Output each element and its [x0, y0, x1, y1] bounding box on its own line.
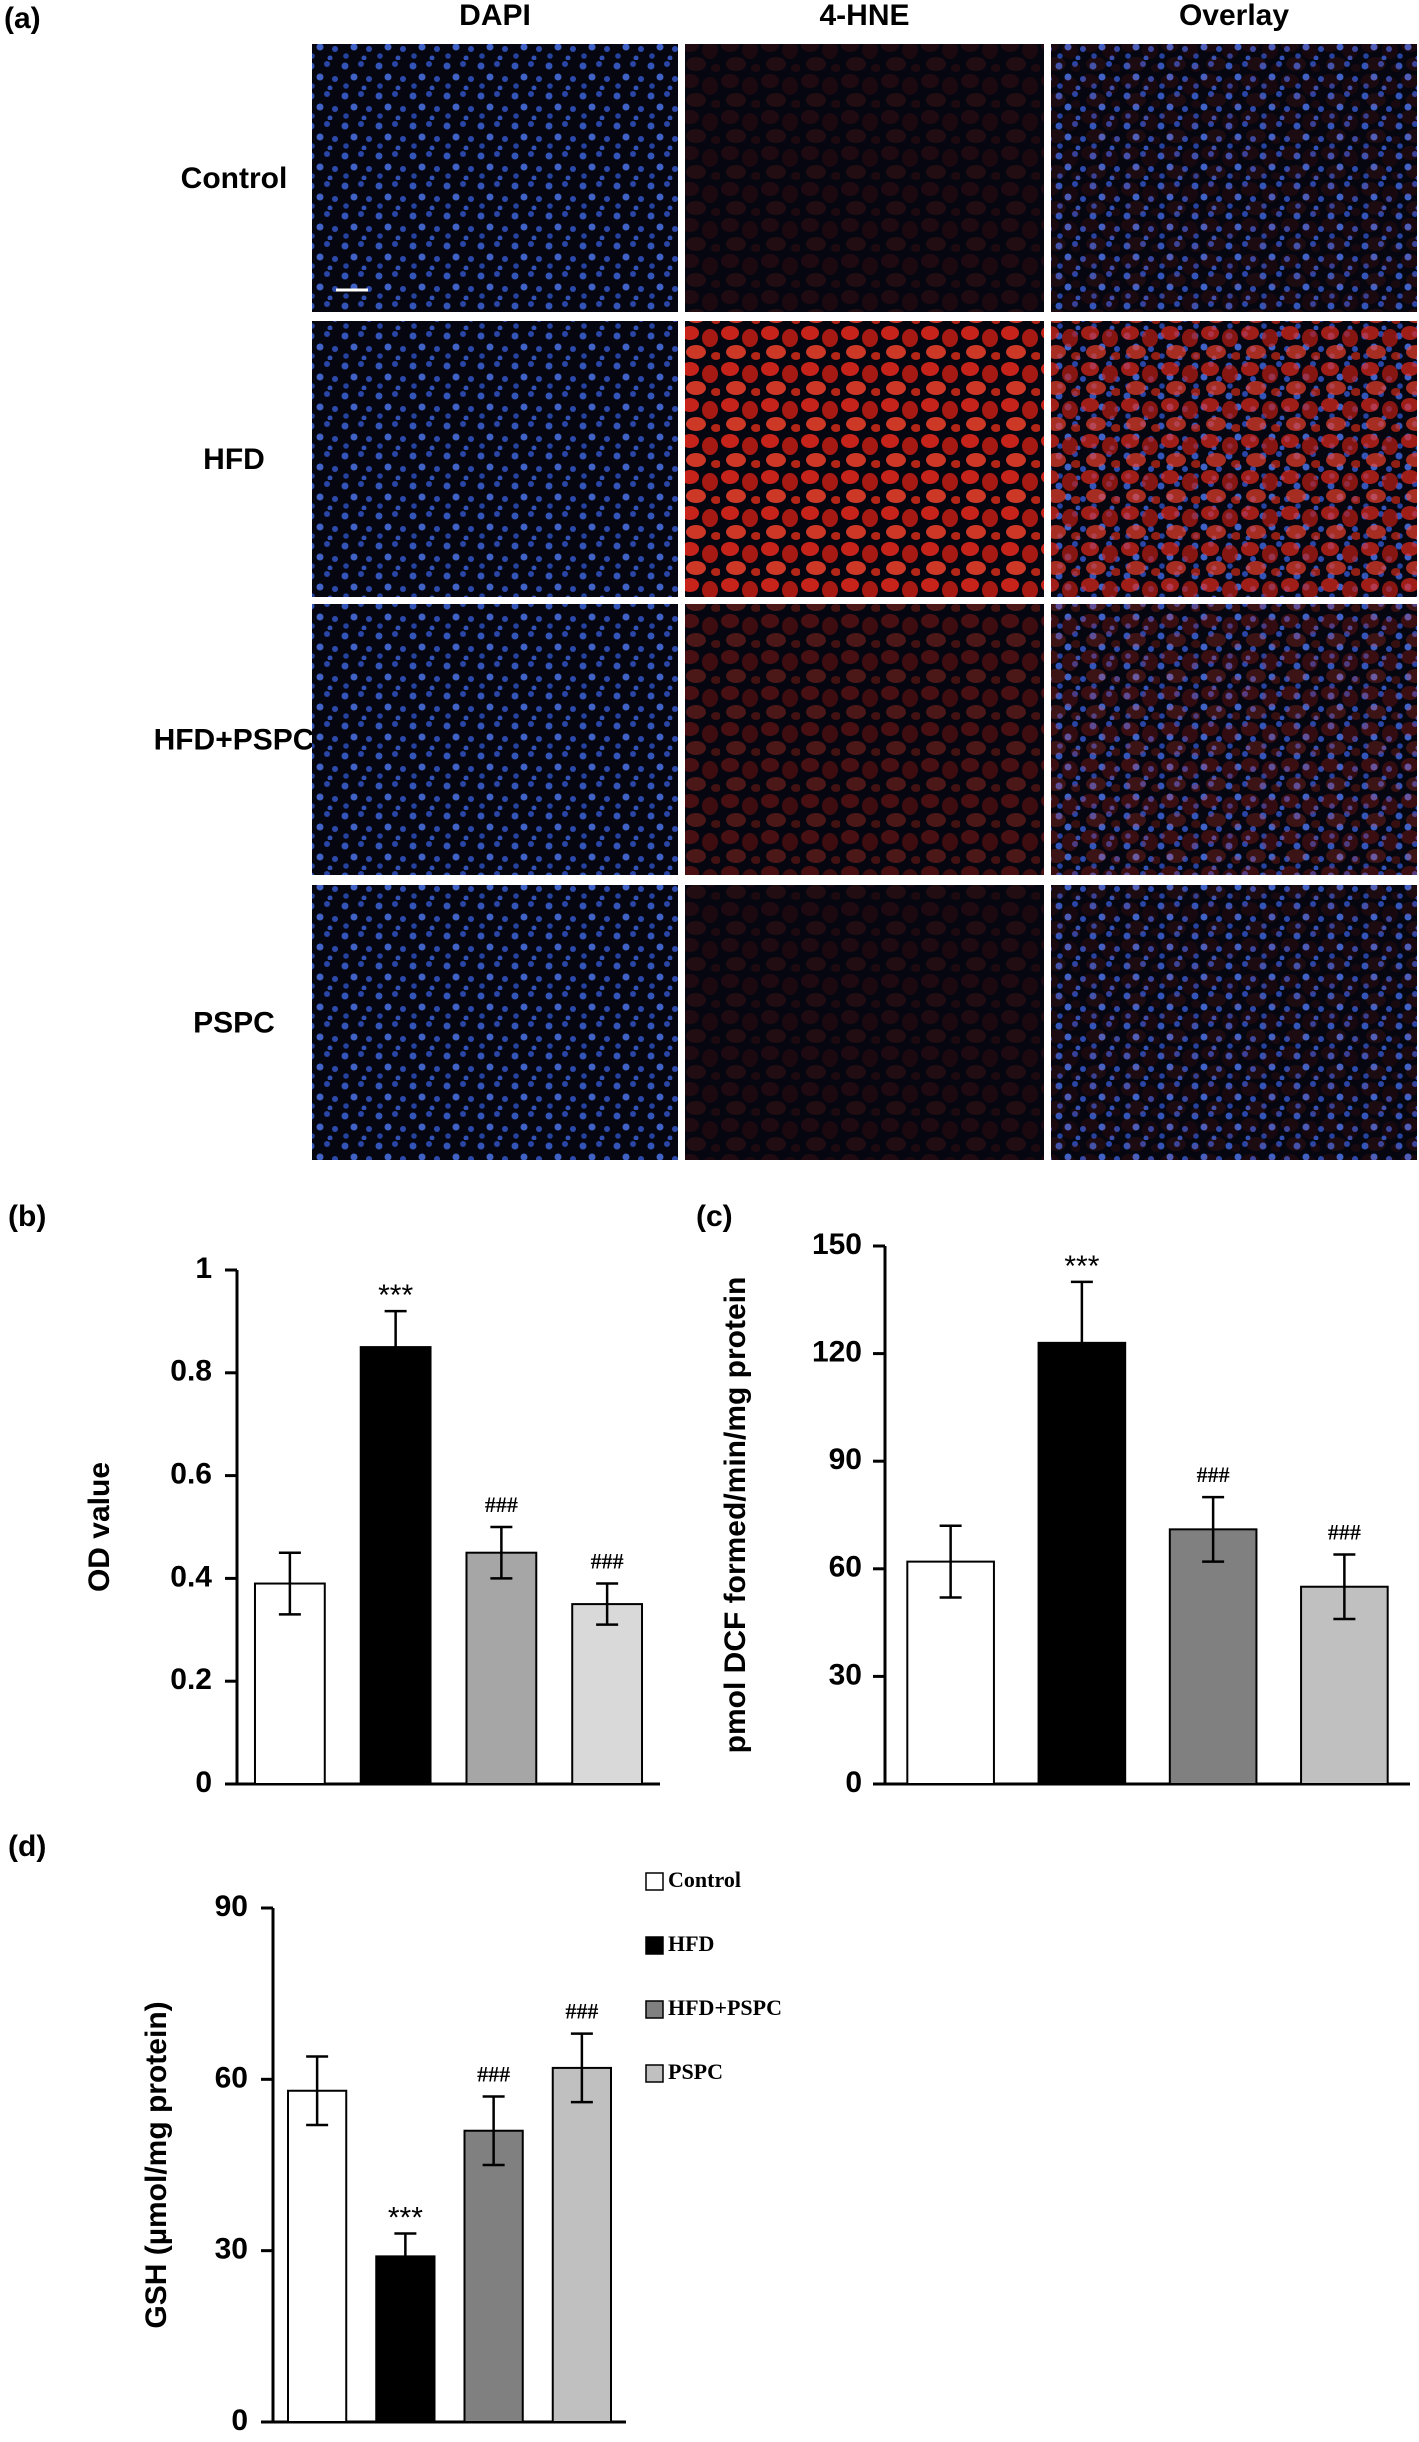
row-label: HFD: [203, 443, 265, 476]
y-tick-label: 0.8: [170, 1355, 212, 1388]
column-header: 4-HNE: [819, 0, 909, 32]
significance-label: ***: [1064, 1250, 1099, 1283]
row-label: PSPC: [193, 1006, 275, 1039]
bar: [287, 2089, 348, 2424]
y-tick-label: 90: [829, 1443, 862, 1476]
dapi-stain: [312, 885, 678, 1160]
y-tick-label: 0.4: [170, 1560, 212, 1593]
hne-stain: [1051, 44, 1417, 312]
column-header: DAPI: [459, 0, 531, 32]
y-tick-label: 60: [829, 1551, 862, 1584]
panel-label: (a): [4, 2, 41, 35]
legend-label: PSPC: [668, 2059, 723, 2084]
legend-swatch: [645, 1936, 664, 1955]
legend-label: HFD+PSPC: [668, 1995, 782, 2020]
y-tick-label: 30: [829, 1658, 862, 1691]
significance-label: ###: [477, 2062, 510, 2087]
legend-label: HFD: [668, 1931, 714, 1956]
panel-label: (c): [696, 1200, 733, 1233]
row-label: HFD+PSPC: [154, 723, 315, 756]
significance-label: ***: [378, 1279, 413, 1312]
hne-stain: [685, 604, 1044, 875]
hne-stain: [1051, 885, 1417, 1160]
y-axis-label: GSH (µmol/mg protein): [140, 2001, 173, 2328]
significance-label: ###: [1328, 1520, 1361, 1545]
dapi-stain: [312, 44, 678, 312]
y-tick-label: 0: [845, 1766, 862, 1799]
hne-stain: [685, 321, 1044, 597]
y-tick-label: 60: [215, 2061, 248, 2094]
y-tick-label: 0.2: [170, 1663, 212, 1696]
bar: [1037, 1341, 1127, 1785]
y-axis-label: OD value: [83, 1462, 116, 1592]
bar: [463, 2129, 524, 2424]
hne-stain: [685, 44, 1044, 312]
bar: [375, 2255, 436, 2423]
significance-label: ###: [485, 1492, 518, 1517]
y-tick-label: 150: [812, 1228, 862, 1261]
panel-label: (b): [8, 1200, 46, 1233]
y-tick-label: 30: [215, 2233, 248, 2266]
hne-stain: [685, 885, 1044, 1160]
bar: [359, 1346, 432, 1785]
hne-stain: [1051, 321, 1417, 597]
significance-label: ###: [591, 1549, 624, 1574]
y-axis-label: pmol DCF formed/min/mg protein: [719, 1277, 752, 1754]
legend-swatch: [645, 2064, 664, 2083]
legend-label: Control: [668, 1867, 741, 1892]
bar: [571, 1603, 644, 1785]
bar: [253, 1582, 326, 1786]
y-tick-label: 0.6: [170, 1458, 212, 1491]
panel-label: (d): [8, 1830, 46, 1863]
y-tick-label: 90: [215, 1890, 248, 1923]
bar: [1168, 1528, 1258, 1786]
y-tick-label: 120: [812, 1336, 862, 1369]
bar: [551, 2066, 612, 2424]
legend-swatch: [645, 2000, 664, 2019]
column-header: Overlay: [1179, 0, 1289, 32]
bar: [465, 1551, 538, 1785]
y-tick-label: 0: [195, 1766, 212, 1799]
dapi-stain: [312, 321, 678, 597]
dapi-stain: [312, 604, 678, 875]
hne-stain: [1051, 604, 1417, 875]
significance-label: ###: [1197, 1462, 1230, 1487]
row-label: Control: [181, 162, 288, 195]
significance-label: ***: [388, 2201, 423, 2234]
y-tick-label: 0: [231, 2404, 248, 2437]
significance-label: ###: [565, 1999, 598, 2024]
legend-swatch: [645, 1872, 664, 1891]
y-tick-label: 1: [195, 1252, 212, 1285]
